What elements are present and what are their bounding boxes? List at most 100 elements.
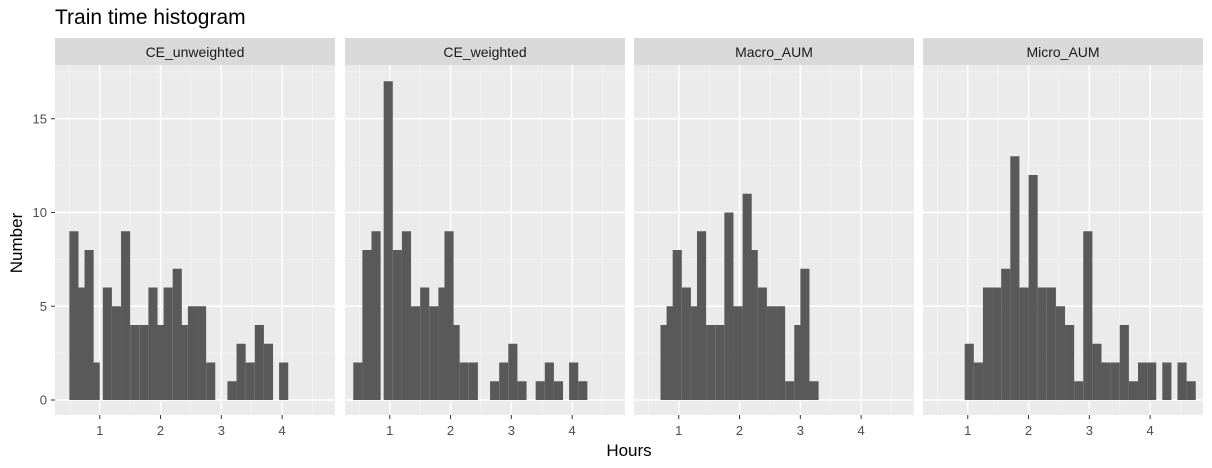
x-tick-label: 1 bbox=[964, 423, 971, 438]
histogram-bar bbox=[172, 268, 182, 400]
histogram-bar bbox=[785, 381, 795, 400]
histogram-bar bbox=[353, 362, 363, 400]
histogram-bar bbox=[1065, 325, 1075, 400]
histogram-bar bbox=[1055, 306, 1066, 400]
histogram-bar bbox=[535, 381, 545, 400]
y-tick-label: 10 bbox=[33, 205, 47, 220]
x-tick-label: 4 bbox=[279, 423, 286, 438]
histogram-bar bbox=[450, 325, 460, 400]
y-tick-label: 5 bbox=[40, 299, 47, 314]
y-axis-title: Number bbox=[7, 212, 26, 273]
x-tick-label: 4 bbox=[569, 423, 576, 438]
x-tick-label: 3 bbox=[508, 423, 515, 438]
histogram-bar bbox=[78, 287, 88, 400]
histogram-bar bbox=[1119, 325, 1129, 400]
y-tick-label: 15 bbox=[33, 111, 47, 126]
chart-title: Train time histogram bbox=[55, 6, 246, 29]
histogram-bar bbox=[157, 325, 167, 400]
histogram-bar bbox=[964, 343, 974, 400]
histogram-bar bbox=[1147, 362, 1157, 400]
histogram-bar bbox=[1101, 362, 1111, 400]
histogram-bar bbox=[1074, 381, 1084, 400]
x-tick-label: 2 bbox=[447, 423, 454, 438]
histogram-bar bbox=[1028, 175, 1038, 400]
x-tick-label: 1 bbox=[675, 423, 682, 438]
histogram-bar bbox=[130, 325, 140, 400]
facet-panel-Macro_AUM: Macro_AUM 1 2 3 4 bbox=[634, 38, 914, 438]
histogram-bar bbox=[1137, 362, 1148, 400]
histogram-bar bbox=[121, 231, 131, 400]
histogram-bar bbox=[392, 250, 402, 400]
histogram-bar bbox=[757, 287, 767, 400]
histogram-bar bbox=[800, 268, 810, 400]
facet-strip bbox=[345, 38, 625, 65]
x-tick-label: 1 bbox=[386, 423, 393, 438]
histogram-bar bbox=[766, 306, 777, 400]
histogram-bar bbox=[279, 362, 289, 400]
histogram-bar bbox=[794, 325, 804, 400]
x-axis-title: Hours bbox=[606, 441, 651, 460]
x-tick-label: 3 bbox=[797, 423, 804, 438]
histogram-bar bbox=[429, 306, 439, 400]
histogram-bar bbox=[459, 362, 469, 400]
facet-panel-Micro_AUM: Micro_AUM 1 2 3 4 bbox=[923, 38, 1203, 438]
histogram-bar bbox=[508, 343, 518, 400]
x-tick-label: 3 bbox=[218, 423, 225, 438]
histogram-bar bbox=[401, 231, 412, 400]
histogram-bar bbox=[696, 231, 707, 400]
histogram-bar bbox=[1001, 268, 1011, 400]
histogram-bar bbox=[973, 362, 983, 400]
histogram-bar bbox=[148, 287, 158, 400]
histogram-bar bbox=[90, 362, 100, 400]
x-tick-label: 4 bbox=[858, 423, 865, 438]
histogram-bar bbox=[383, 81, 393, 400]
histogram-bar bbox=[992, 287, 1002, 400]
histogram-bar bbox=[69, 231, 79, 400]
histogram-bar bbox=[438, 287, 448, 400]
histogram-bar bbox=[206, 362, 216, 400]
histogram-bar bbox=[569, 362, 579, 400]
histogram-bar bbox=[1110, 362, 1120, 400]
histogram-bar bbox=[724, 212, 734, 400]
histogram-bar bbox=[499, 362, 509, 400]
histogram-bar bbox=[411, 306, 421, 400]
histogram-bar bbox=[660, 325, 670, 400]
histogram-bar bbox=[178, 325, 188, 400]
histogram-bar bbox=[263, 343, 274, 400]
facet-panel-CE_unweighted: CE_unweighted 1 2 3 4 bbox=[55, 38, 335, 438]
histogram-bar bbox=[706, 325, 716, 400]
histogram-bar bbox=[517, 381, 527, 400]
facet-strip-label: CE_weighted bbox=[443, 44, 526, 60]
facet-strip-label: Micro_AUM bbox=[1026, 44, 1099, 60]
histogram-bar bbox=[672, 250, 682, 400]
histogram-bar bbox=[139, 325, 149, 400]
histogram-bar bbox=[982, 287, 993, 400]
histogram-bar bbox=[1083, 231, 1093, 400]
histogram-bar bbox=[544, 362, 554, 400]
histogram-bar bbox=[1128, 381, 1138, 400]
facet-strip bbox=[55, 38, 335, 65]
histogram-bar bbox=[1162, 362, 1172, 400]
x-tick-label: 2 bbox=[736, 423, 743, 438]
histogram-bar bbox=[371, 231, 381, 400]
histogram-bar bbox=[84, 250, 94, 400]
histogram-bar bbox=[1046, 287, 1056, 400]
x-tick-label: 1 bbox=[96, 423, 103, 438]
histogram-bar bbox=[681, 287, 691, 400]
histogram-bar bbox=[102, 287, 112, 400]
histogram-bar bbox=[1177, 362, 1187, 400]
histogram-bar bbox=[197, 306, 207, 400]
histogram-bar bbox=[748, 250, 758, 400]
histogram-bar bbox=[468, 362, 478, 400]
x-tick-label: 4 bbox=[1147, 423, 1154, 438]
facet-strip bbox=[634, 38, 914, 65]
histogram-bar bbox=[111, 306, 122, 400]
facet-strip-label: Macro_AUM bbox=[735, 44, 813, 60]
histogram-bar bbox=[163, 287, 173, 400]
histogram-bar bbox=[1010, 156, 1020, 400]
histogram-bar bbox=[1019, 287, 1029, 400]
histogram-bar bbox=[236, 343, 246, 400]
histogram-bar bbox=[490, 381, 500, 400]
histogram-bar bbox=[245, 362, 255, 400]
